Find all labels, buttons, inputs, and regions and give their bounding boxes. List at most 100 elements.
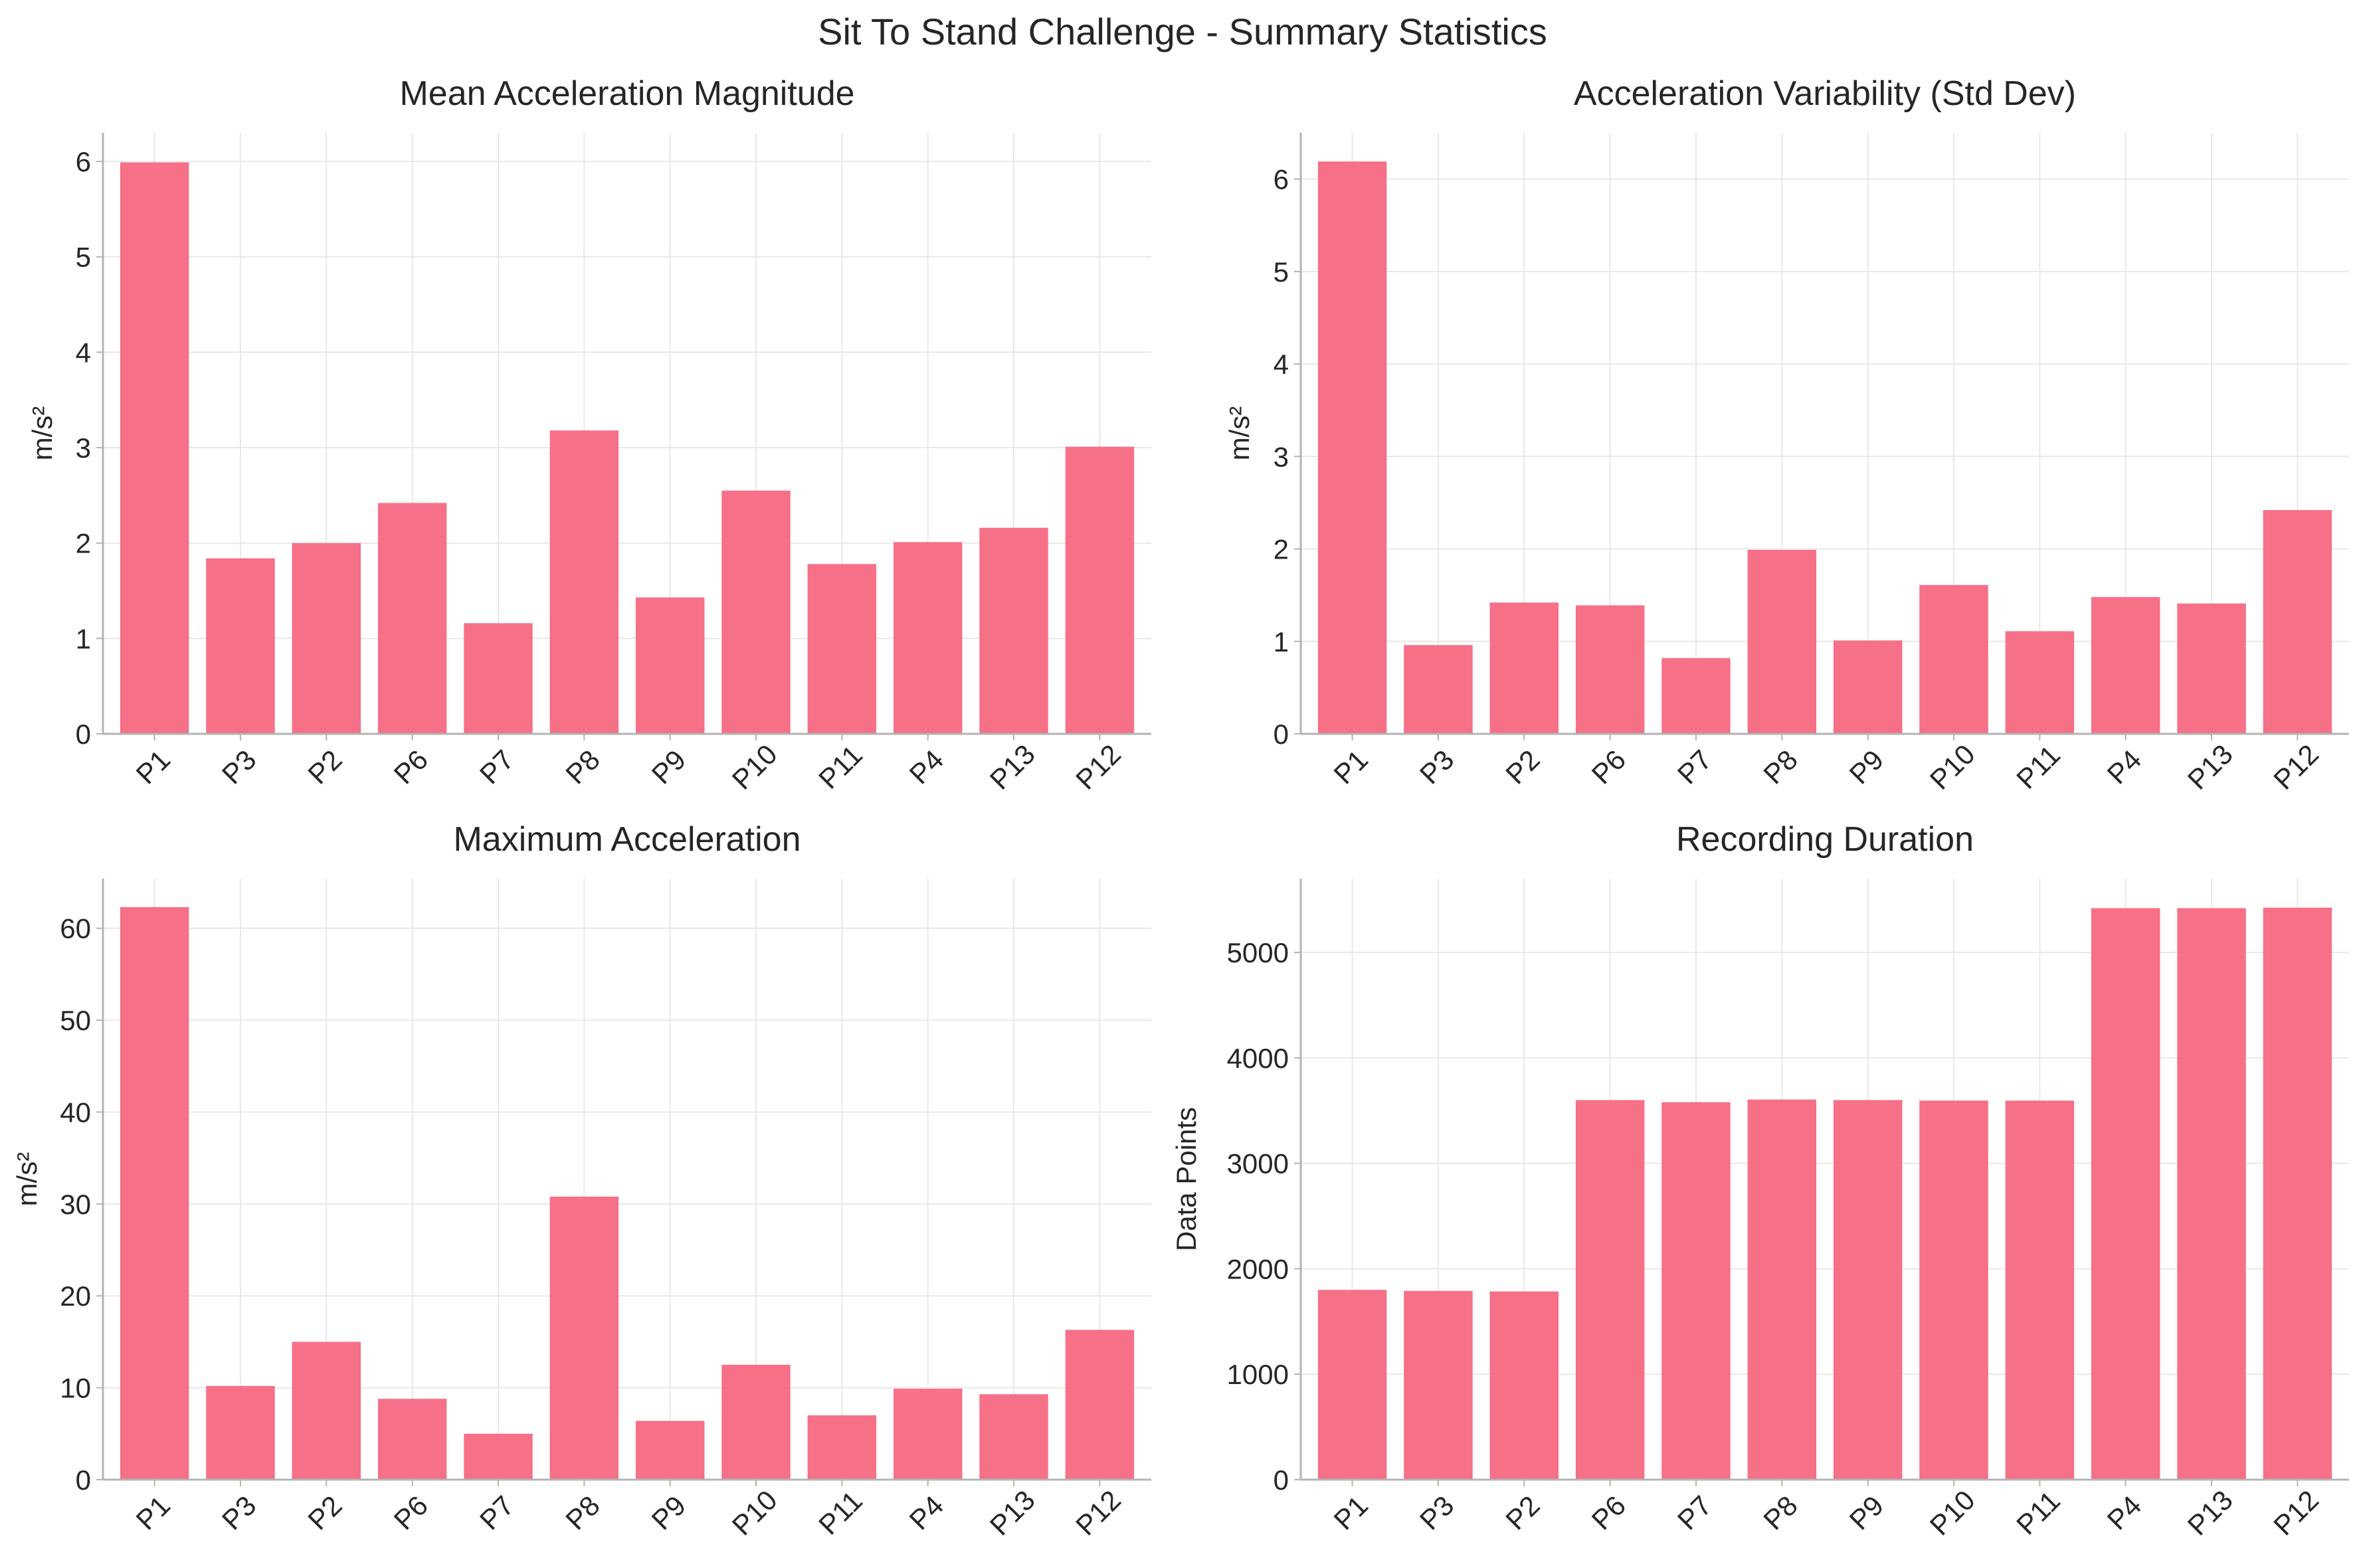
x-tick-label: P12 — [1070, 739, 1127, 796]
x-tick-label: P4 — [2101, 744, 2148, 790]
bar-p1 — [120, 907, 189, 1480]
bars — [1317, 161, 2332, 734]
bar-p7 — [464, 623, 533, 734]
x-tick-label: P13 — [984, 739, 1041, 796]
chart-title: Mean Acceleration Magnitude — [399, 74, 854, 113]
bar-p6 — [1575, 1100, 1645, 1480]
y-tick-label: 5 — [76, 242, 91, 273]
y-tick-label: 30 — [60, 1189, 91, 1220]
chart-mean-acceleration: 0 1 2 3 4 5 6 P1 P3 P2 P6 P7 P8 P9 P10 P11 P4 P13 P12 Mean… — [27, 74, 1151, 796]
x-tick-label: P9 — [1844, 1490, 1890, 1536]
x-tick-label: P2 — [302, 1490, 348, 1536]
bars — [120, 162, 1135, 735]
bar-p7 — [1661, 1102, 1731, 1480]
bar-p1 — [1317, 1290, 1387, 1480]
x-tick-label: P1 — [1328, 1490, 1374, 1536]
y-axis-label: Data Points — [1171, 1107, 1202, 1251]
y-tick-label: 50 — [60, 1005, 91, 1036]
y-tick-label: 10 — [60, 1373, 91, 1404]
x-tick-label: P9 — [646, 744, 692, 790]
x-tick-label: P2 — [302, 744, 348, 790]
bar-p3 — [1404, 1290, 1473, 1480]
chart-title: Maximum Acceleration — [453, 820, 801, 859]
chart-recording-duration: 0 1000 2000 3000 4000 5000 P1 P3 P2 P6 P7 P8 P9 P10 P1… — [1171, 820, 2349, 1541]
y-tick-label: 2 — [76, 528, 91, 559]
x-tick-label: P6 — [388, 744, 434, 790]
bar-p11 — [807, 564, 877, 734]
bar-p12 — [1065, 1330, 1135, 1480]
y-tick-label: 20 — [60, 1280, 91, 1312]
bar-p12 — [2263, 510, 2332, 734]
bar-p9 — [635, 1421, 705, 1480]
y-tick-label: 60 — [60, 913, 91, 944]
x-tick-label: P13 — [2182, 739, 2239, 796]
x-tick-label: P8 — [1757, 744, 1804, 790]
bar-p12 — [2263, 907, 2332, 1480]
x-tick-label: P11 — [812, 739, 868, 795]
bar-p12 — [1065, 446, 1135, 734]
x-tick-label: P12 — [2267, 739, 2324, 796]
x-tick-label: P12 — [2267, 1484, 2324, 1541]
x-tick-label: P13 — [984, 1484, 1041, 1541]
bar-p6 — [377, 503, 447, 734]
y-tick-label: 0 — [1274, 1464, 1289, 1496]
x-tick-label: P10 — [1924, 739, 1981, 796]
x-tick-label: P11 — [2010, 739, 2066, 795]
bar-p8 — [1747, 549, 1817, 734]
bar-p8 — [549, 430, 619, 734]
bar-p10 — [721, 490, 791, 734]
y-axis-label: m/s² — [1224, 406, 1255, 461]
y-tick-label: 0 — [76, 719, 91, 750]
x-tick-label: P3 — [1414, 744, 1460, 790]
x-tick-label: P4 — [903, 1490, 950, 1536]
x-tick-label: P6 — [388, 1490, 434, 1536]
x-tick-label: P7 — [474, 744, 520, 790]
bar-p4 — [2091, 908, 2160, 1480]
bars — [1317, 907, 2332, 1480]
x-tick-label: P3 — [1414, 1490, 1460, 1536]
bar-p8 — [1747, 1099, 1817, 1480]
x-tick-label: P4 — [903, 744, 950, 790]
y-tick-label: 3 — [76, 432, 91, 464]
y-tick-label: 1 — [1274, 626, 1289, 657]
x-tick-label: P6 — [1586, 744, 1632, 790]
chart-maximum-acceleration: 0 10 20 30 40 50 60 P1 P3 P2 P6 P7 P8 P9 P10 P11 P4 P13 P1… — [11, 820, 1151, 1541]
y-tick-label: 6 — [76, 146, 91, 177]
bar-p9 — [635, 597, 705, 734]
y-tick-label: 0 — [1274, 719, 1289, 750]
x-tick-label: P6 — [1586, 1490, 1632, 1536]
y-tick-label: 5000 — [1227, 937, 1289, 968]
y-tick-label: 0 — [76, 1464, 91, 1496]
y-tick-label: 4 — [1274, 349, 1289, 380]
x-tick-label: P1 — [130, 744, 177, 790]
bar-p9 — [1833, 640, 1903, 734]
y-axis-label: m/s² — [11, 1152, 43, 1207]
y-tick-label: 3000 — [1227, 1148, 1289, 1179]
grid-lines — [103, 879, 1151, 1480]
bar-p13 — [2177, 908, 2246, 1480]
x-tick-label: P1 — [130, 1490, 177, 1536]
figure-title: Sit To Stand Challenge - Summary Statist… — [818, 11, 1547, 52]
bar-p2 — [292, 1342, 361, 1480]
x-tick-label: P3 — [216, 1490, 262, 1536]
x-tick-label: P4 — [2101, 1490, 2148, 1536]
chart-title: Acceleration Variability (Std Dev) — [1574, 74, 2076, 113]
x-tick-label: P2 — [1499, 1490, 1546, 1536]
y-tick-label: 6 — [1274, 164, 1289, 195]
bar-p8 — [549, 1196, 619, 1480]
bar-p13 — [979, 527, 1048, 734]
bar-p7 — [464, 1433, 533, 1480]
y-tick-label: 2000 — [1227, 1253, 1289, 1284]
bar-p4 — [893, 542, 963, 734]
bar-p1 — [1317, 161, 1387, 734]
y-tick-label: 5 — [1274, 256, 1289, 288]
y-tick-label: 40 — [60, 1096, 91, 1128]
bar-p3 — [206, 1385, 275, 1480]
bar-p10 — [721, 1365, 791, 1480]
x-tick-label: P13 — [2182, 1484, 2239, 1541]
bar-p4 — [893, 1389, 963, 1480]
y-tick-label: 1 — [76, 623, 91, 654]
x-tick-label: P7 — [1671, 1490, 1718, 1536]
bar-p11 — [807, 1415, 877, 1480]
